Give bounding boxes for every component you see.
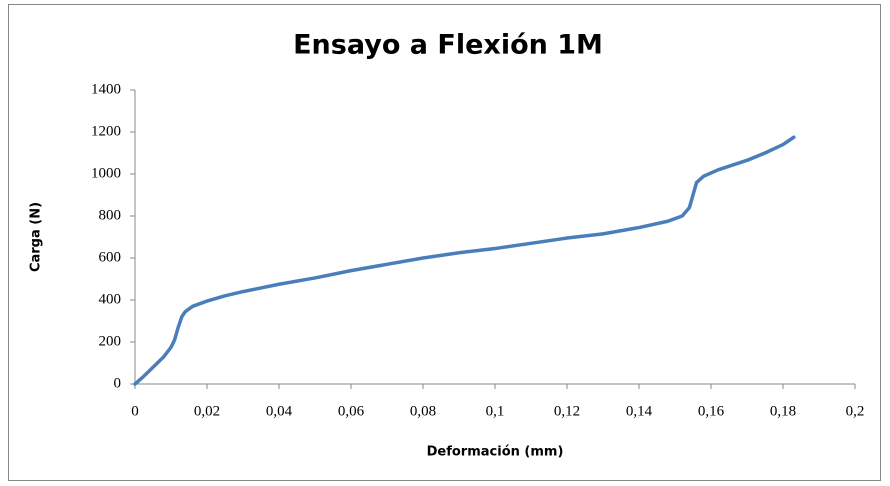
x-tick-label: 0,06 <box>338 403 365 419</box>
x-tick-label: 0,02 <box>194 403 220 419</box>
x-tick-label: 0,18 <box>770 403 796 419</box>
y-tick-label: 1000 <box>91 165 121 181</box>
y-tick-label: 400 <box>99 291 122 307</box>
x-tick-label: 0,14 <box>626 403 653 419</box>
x-tick-label: 0,2 <box>846 403 865 419</box>
data-line <box>133 135 796 386</box>
x-tick-label: 0,16 <box>698 403 725 419</box>
x-tick-label: 0,04 <box>266 403 293 419</box>
y-tick-label: 1200 <box>91 123 121 139</box>
y-tick-label: 1400 <box>91 81 121 97</box>
chart-frame <box>8 4 881 481</box>
y-tick-label: 800 <box>99 207 122 223</box>
y-tick-label: 200 <box>99 333 122 349</box>
x-tick-label: 0,1 <box>486 403 505 419</box>
y-axis-label: Carga (N) <box>29 202 44 272</box>
y-tick-label: 600 <box>99 249 122 265</box>
x-tick-label: 0,08 <box>410 403 436 419</box>
x-tick-label: 0,12 <box>554 403 580 419</box>
chart-title: Ensayo a Flexión 1M <box>293 30 603 61</box>
x-axis-label: Deformación (mm) <box>427 445 564 460</box>
x-tick-label: 0 <box>131 403 139 419</box>
y-tick-label: 0 <box>114 375 122 391</box>
